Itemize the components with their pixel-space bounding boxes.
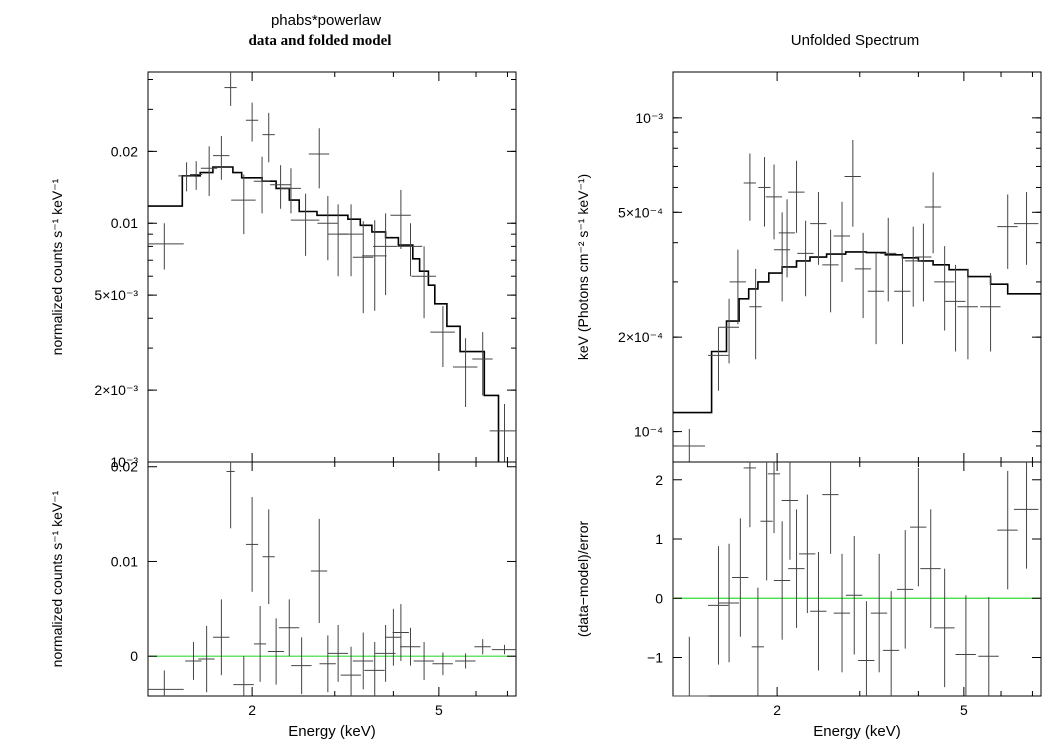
panel-right_bottom: 2 1 0 −1 2 5 (data−model)/error Energy (keV)	[575, 461, 1042, 740]
y-axis-label: (data−model)/error	[575, 520, 591, 637]
y-tick-label: 10⁻³	[635, 110, 663, 126]
y-axis-label: keV (Photons cm⁻² s⁻¹ keV⁻¹)	[575, 174, 591, 360]
plot-frame	[672, 461, 1042, 697]
y-tick-label: 5×10⁻⁴	[618, 204, 663, 220]
model-line	[673, 251, 1041, 414]
y-tick-label: 1	[655, 531, 663, 547]
x-tick-label: 2	[773, 702, 781, 718]
left-title: phabs*powerlaw	[271, 12, 381, 29]
y-tick-label: 0.02	[111, 459, 138, 475]
y-tick-label: 0	[130, 648, 138, 664]
y-tick-label: 2×10⁻³	[94, 382, 138, 398]
right-title: Unfolded Spectrum	[791, 32, 919, 49]
x-axis-label: Energy (keV)	[288, 723, 376, 740]
y-axis-label: normalized counts s⁻¹ keV⁻¹	[49, 490, 65, 667]
y-tick-label: 10⁻⁴	[634, 424, 663, 440]
y-tick-label: −1	[647, 649, 663, 665]
y-tick-label: 5×10⁻³	[94, 287, 138, 303]
y-axis-label: normalized counts s⁻¹ keV⁻¹	[49, 178, 65, 355]
x-tick-label: 2	[248, 702, 256, 718]
y-tick-label: 0.01	[111, 215, 138, 231]
y-tick-label: 2	[655, 472, 663, 488]
x-tick-label: 5	[435, 702, 443, 718]
panel-right_top: 10⁻³ 5×10⁻⁴ 2×10⁻⁴ 10⁻⁴ keV (Photons cm⁻² s⁻…	[575, 71, 1042, 463]
plot-frame	[672, 71, 1042, 463]
panel-left_top: 0.02 0.01 5×10⁻³ 2×10⁻³ 10⁻³ normalized count…	[49, 71, 517, 470]
model-line	[148, 166, 500, 462]
x-tick-label: 5	[960, 702, 968, 718]
left-subtitle: data and folded model	[249, 33, 392, 49]
y-tick-label: 10⁻³	[110, 454, 138, 470]
y-tick-label: 0.01	[111, 553, 138, 569]
y-tick-label: 0	[655, 590, 663, 606]
y-tick-label: 0.02	[111, 143, 138, 159]
plot-frame	[147, 461, 517, 697]
y-tick-label: 2×10⁻⁴	[618, 329, 663, 345]
x-axis-label: Energy (keV)	[813, 723, 901, 740]
panel-left_bottom: 0.02 0.01 0 2 5 normalized counts s⁻¹ keV⁻¹ En…	[49, 459, 517, 740]
plot-frame	[147, 71, 517, 463]
